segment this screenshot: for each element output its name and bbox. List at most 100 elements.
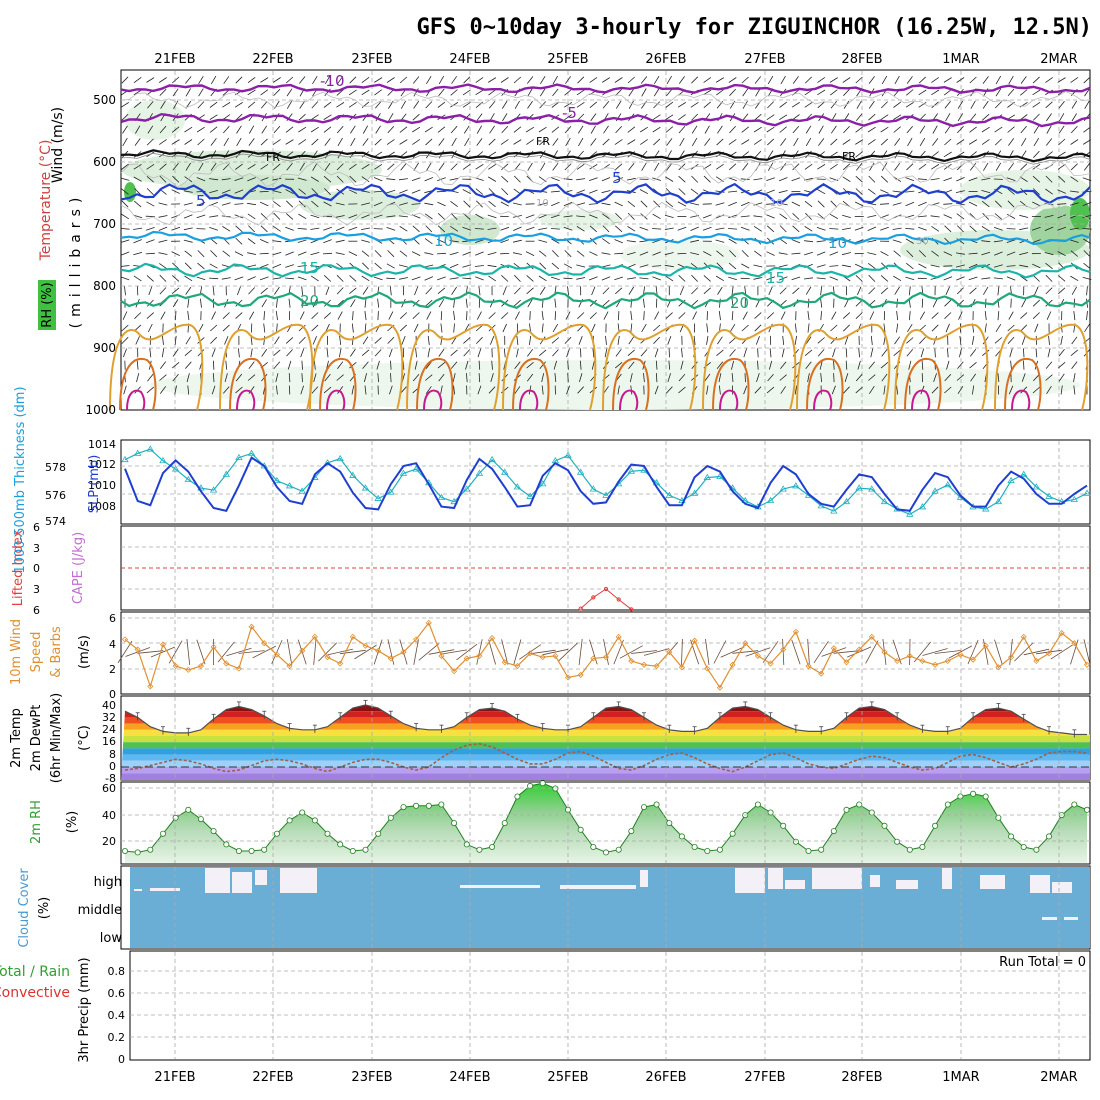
upper-wind-barb — [450, 163, 458, 171]
wind10-panel-frame — [120, 611, 1091, 695]
upper-wind-barb — [286, 200, 294, 208]
upper-wind-barb — [272, 139, 281, 145]
upper-wind-barb — [1069, 227, 1079, 230]
upper-wind-barb — [538, 126, 547, 133]
upper-wind-barb — [389, 385, 393, 395]
slp-marker — [906, 510, 914, 517]
upper-wind-barb — [855, 373, 863, 382]
wind10-marker — [134, 646, 141, 653]
upper-wind-barb — [476, 336, 483, 344]
upper-wind-barb — [133, 200, 142, 208]
wind10-marker — [1083, 661, 1091, 668]
rh2m-marker — [438, 801, 445, 808]
upper-wind-barb — [567, 373, 569, 383]
upper-wind-barb — [171, 226, 181, 231]
wind10-marker — [894, 657, 901, 665]
upper-wind-barb — [210, 324, 218, 332]
rh2m-marker — [944, 801, 951, 808]
upper-wind-barb — [540, 75, 546, 85]
contour-10 — [120, 230, 1091, 246]
upper-wind-barb — [361, 275, 370, 282]
upper-wind-barb — [387, 250, 395, 258]
wind10-barb — [705, 639, 710, 665]
slp-marker — [463, 485, 471, 492]
upper-wind-barb — [944, 101, 951, 109]
upper-wind-barb — [1045, 262, 1053, 270]
upper-wind-barb — [564, 114, 572, 121]
upper-wind-barb — [222, 312, 230, 319]
upper-wind-barb — [475, 251, 484, 256]
precip-label-b: Convective — [0, 985, 70, 1001]
upper-wind-barb — [450, 200, 458, 208]
upper-wind-barb — [677, 226, 687, 231]
upper-wind-barb — [792, 76, 799, 84]
upper-wind-barb — [602, 101, 610, 109]
upper-wind-barb — [652, 228, 662, 230]
upper-wind-barb — [285, 277, 295, 280]
upper-wind-barb — [502, 323, 507, 333]
contour-freezing — [120, 149, 1091, 163]
wind10-barb — [252, 645, 276, 659]
upper-wind-barb — [272, 225, 281, 232]
upper-wind-barb — [323, 175, 332, 183]
upper-wind-barb — [222, 324, 230, 332]
temp2m-band — [121, 767, 1090, 774]
upper-wind-barb — [1020, 324, 1028, 332]
contour-30 — [806, 357, 844, 411]
upper-wind-barb — [740, 226, 750, 231]
upper-wind-barb — [183, 227, 193, 231]
upper-wind-barb — [323, 201, 332, 207]
upper-wind-barb — [348, 214, 358, 219]
slp-marker — [501, 468, 509, 475]
wind10-marker — [729, 661, 736, 668]
top-day-label: 28FEB — [841, 52, 882, 67]
upper-wind-barb — [525, 214, 535, 219]
contour-label-10: 10 — [828, 234, 847, 252]
upper-wind-barb — [323, 275, 332, 282]
upper-wind-barb — [729, 349, 736, 357]
upper-wind-barb — [639, 189, 649, 195]
upper-wind-barb — [136, 360, 139, 370]
upper-wind-barb — [462, 89, 471, 96]
upper-wind-barb — [453, 385, 455, 395]
upper-wind-barb — [1032, 386, 1041, 394]
upper-wind-barb — [1021, 373, 1026, 382]
wind10-barb — [476, 639, 483, 665]
upper-wind-barb — [259, 201, 269, 207]
precip-ticks: 0.8 0.6 0.4 0.2 0 — [108, 965, 126, 1066]
upper-wind-barb — [603, 125, 609, 134]
upper-wind-barb — [1008, 75, 1014, 85]
upper-wind-barb — [374, 89, 383, 96]
upper-wind-barb — [373, 201, 383, 207]
upper-wind-barb — [263, 335, 266, 345]
upper-wind-barb — [994, 138, 1002, 146]
upper-wind-barb — [514, 287, 521, 295]
upper-wind-barb — [184, 349, 192, 357]
upper-wind-barb — [475, 324, 484, 332]
upper-wind-barb — [147, 323, 153, 333]
upper-wind-barb — [146, 138, 154, 146]
upper-wind-barb — [628, 163, 635, 171]
upper-wind-barb — [740, 201, 750, 207]
wind10-marker — [248, 623, 255, 630]
cloud-gap — [942, 868, 952, 889]
precip-tick: 0.8 — [108, 965, 126, 978]
precip-ylabel: 3hr Precip (mm) — [77, 957, 92, 1062]
upper-wind-barb — [741, 250, 749, 258]
upper-wind-barb — [807, 311, 810, 321]
upper-wind-barb — [273, 349, 281, 357]
upper-wind-barb — [259, 252, 269, 255]
upper-wind-barb — [997, 373, 1000, 383]
upper-wind-barb — [843, 88, 850, 96]
upper-wind-barb — [1007, 188, 1015, 195]
upper-wind-barb — [653, 138, 661, 146]
upper-wind-barb — [728, 276, 738, 281]
upper-wind-barb — [415, 348, 417, 358]
wind10-marker — [716, 684, 723, 691]
upper-wind-barb — [905, 201, 915, 207]
upper-wind-barb — [527, 100, 533, 109]
upper-wind-barb — [133, 164, 142, 170]
upper-wind-barb — [184, 262, 192, 270]
upper-wind-barb — [388, 348, 393, 358]
upper-wind-barb — [247, 276, 256, 281]
